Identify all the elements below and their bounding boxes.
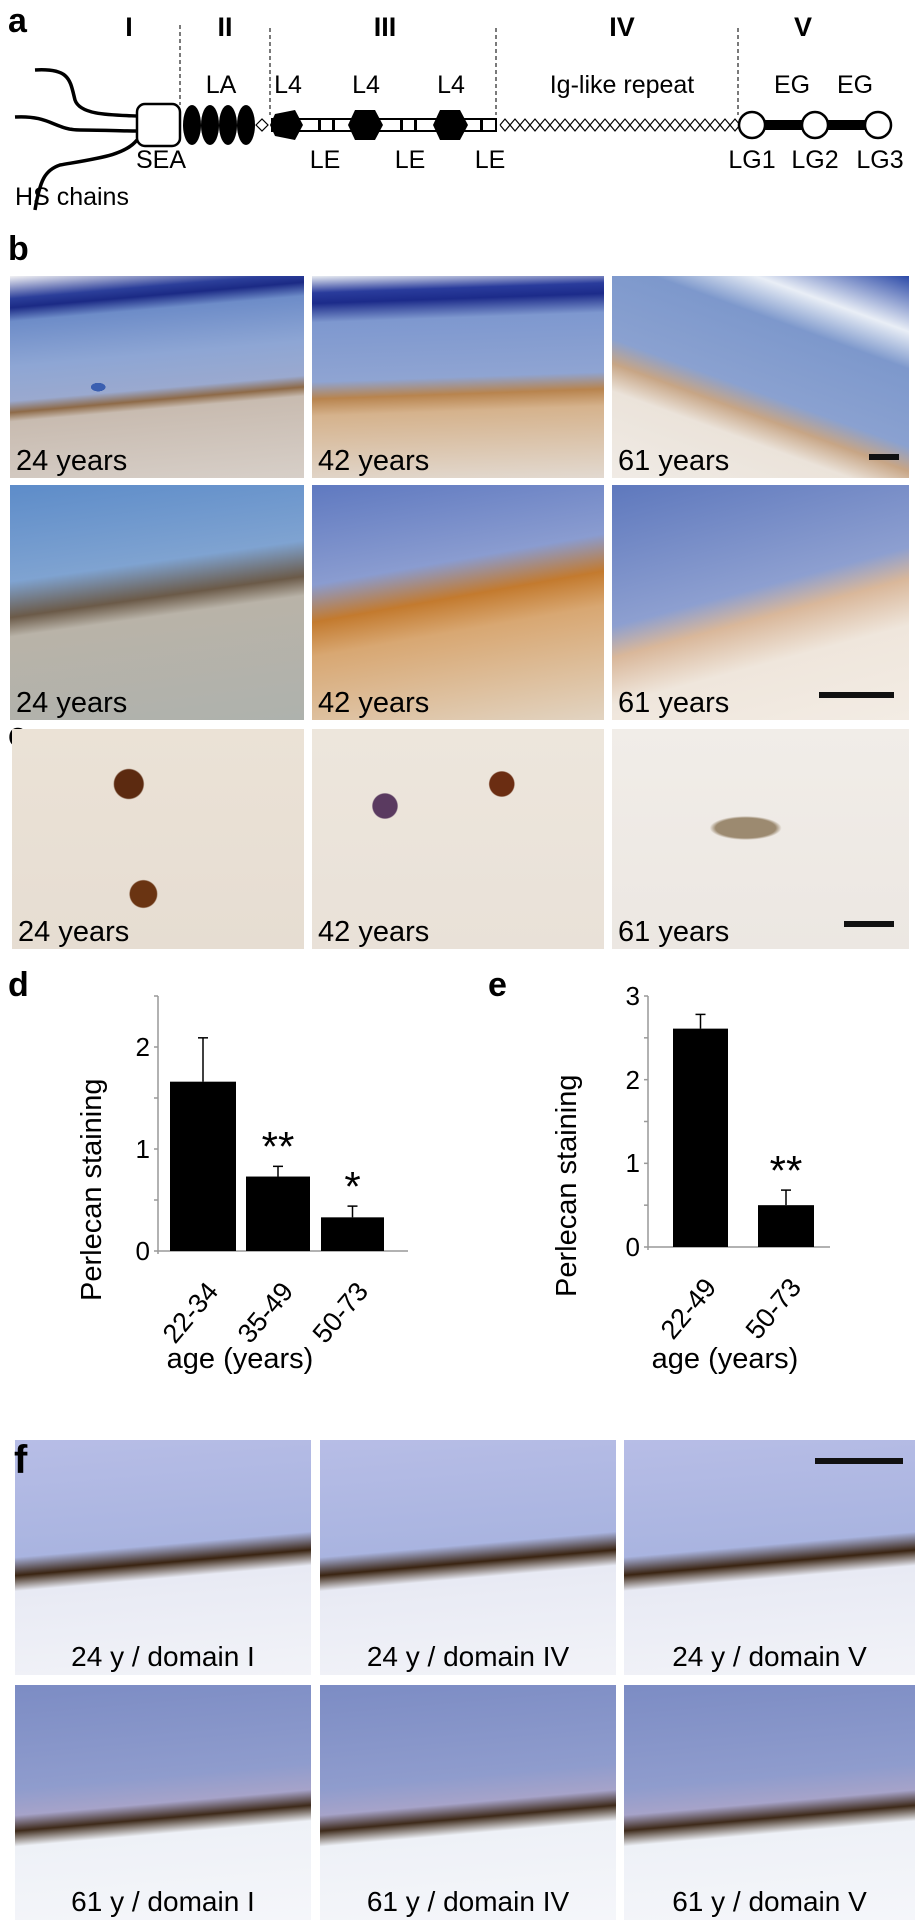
sea-module (135, 102, 182, 148)
age-caption: 42 years (318, 445, 430, 477)
le-label: LE (474, 146, 506, 174)
bar (321, 1217, 384, 1251)
ig-like-repeat (499, 118, 741, 132)
domain-label: I (125, 12, 133, 42)
significance-marker: ** (261, 1123, 295, 1171)
domain-label: V (793, 12, 813, 42)
significance-marker: * (344, 1163, 361, 1211)
caption: 24 y / domain I (71, 1641, 255, 1672)
age-caption: 42 years (318, 687, 430, 719)
sea-label: SEA (135, 146, 187, 174)
lg-modules (737, 110, 893, 140)
panel-label-a: a (8, 2, 27, 40)
y-tick-label: 1 (135, 1134, 150, 1164)
bar (758, 1205, 814, 1247)
age-caption: 24 years (16, 445, 128, 477)
micrograph-f-24y-domain-i: 24 y / domain I (15, 1440, 311, 1675)
scale-bar (815, 1458, 903, 1464)
x-axis-label: age (years) (166, 1343, 314, 1375)
micrograph-b-42y-zoom: 42 years (312, 485, 604, 720)
bar (170, 1081, 236, 1251)
perlecan-domain-diagram (14, 25, 893, 211)
age-caption: 61 years (618, 687, 730, 719)
eg-label: EG (773, 71, 811, 99)
scale-bar (844, 921, 894, 927)
panel-label-b: b (8, 230, 29, 268)
age-caption: 42 years (318, 916, 430, 948)
lg1-label: LG1 (728, 146, 776, 174)
scale-bar (869, 454, 899, 460)
significance-marker: ** (769, 1147, 803, 1195)
micrograph-f-61y-domain-iv: 61 y / domain IV (320, 1685, 616, 1920)
caption: 61 y / domain V (672, 1886, 867, 1917)
l4-label: L4 (274, 71, 302, 99)
le-label: LE (394, 146, 426, 174)
bar-charts (154, 995, 830, 1254)
age-caption: 24 years (18, 916, 130, 948)
y-tick-label: 0 (135, 1236, 150, 1266)
caption: 24 y / domain V (672, 1641, 867, 1672)
micrograph-c-61y: 61 years (612, 729, 909, 949)
eg-label: EG (836, 71, 874, 99)
panel-label-f: f (14, 1438, 28, 1482)
y-tick-label: 0 (625, 1232, 640, 1262)
y-tick-label: 3 (625, 981, 640, 1011)
y-tick-label: 2 (135, 1032, 150, 1062)
hs-chains-label: HS chains (15, 183, 129, 211)
micrograph-c-24y: 24 years (12, 729, 304, 949)
x-axis-label: age (years) (651, 1343, 799, 1375)
panel-label-d: d (8, 966, 29, 1004)
domain-label: IV (609, 12, 635, 42)
la-modules (183, 105, 255, 145)
caption: 61 y / domain I (71, 1886, 255, 1917)
micrograph-b-42y: 42 years (312, 276, 604, 478)
la-label: LA (205, 71, 237, 99)
micrograph-c-42y: 42 years (312, 729, 604, 949)
panel-label-e: e (488, 966, 507, 1004)
lg3-label: LG3 (856, 146, 904, 174)
age-caption: 24 years (16, 687, 128, 719)
micrograph-b-61y-zoom: 61 years (612, 485, 909, 720)
micrograph-f-61y-domain-v: 61 y / domain V (624, 1685, 915, 1920)
y-axis-label: Perlecan staining (551, 1074, 583, 1297)
hs-chain (33, 138, 139, 211)
scale-bar (819, 692, 894, 698)
l4-modules (270, 110, 468, 140)
caption: 24 y / domain IV (366, 1641, 570, 1672)
l4-label: L4 (352, 71, 380, 99)
micrograph-b-24y: 24 years (10, 276, 304, 478)
y-axis-label: Perlecan staining (76, 1078, 108, 1301)
y-tick-label: 2 (625, 1064, 640, 1095)
micrograph-b-24y-zoom: 24 years (10, 485, 304, 720)
le-label: LE (309, 146, 341, 174)
domain-label: III (373, 12, 397, 42)
micrograph-f-61y-domain-i: 61 y / domain I (15, 1685, 311, 1920)
domain-label: II (217, 12, 233, 42)
bar (246, 1176, 310, 1251)
micrograph-f-24y-domain-v: 24 y / domain V (624, 1440, 915, 1675)
age-caption: 61 years (618, 445, 730, 477)
hs-chain (14, 115, 138, 133)
micrograph-b-61y: 61 years (612, 276, 909, 478)
bar (673, 1028, 728, 1247)
caption: 61 y / domain IV (366, 1886, 570, 1917)
lg2-label: LG2 (791, 146, 839, 174)
y-tick-label: 1 (625, 1148, 640, 1179)
ig-like-label: Ig-like repeat (549, 71, 695, 99)
hs-chain (34, 68, 138, 118)
age-caption: 61 years (618, 916, 730, 948)
l4-label: L4 (437, 71, 465, 99)
micrograph-f-24y-domain-iv: 24 y / domain IV (320, 1440, 616, 1675)
